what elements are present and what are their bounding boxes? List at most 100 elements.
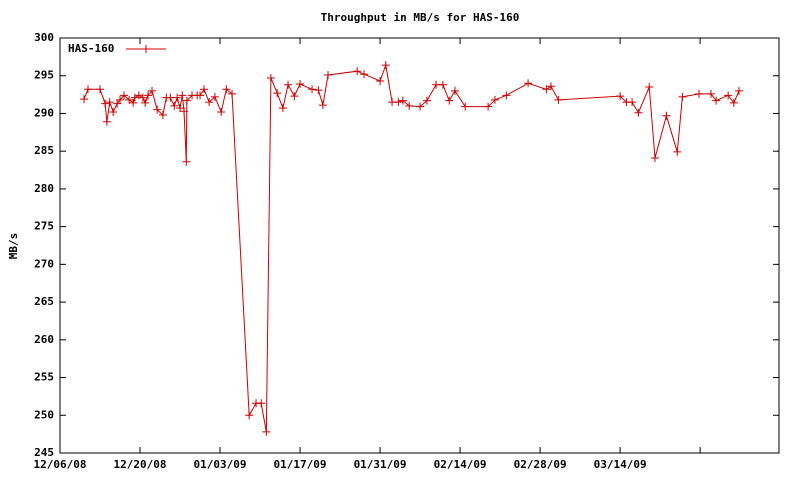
point bbox=[84, 85, 93, 94]
y-tick-label: 265 bbox=[34, 295, 54, 308]
point bbox=[734, 86, 743, 95]
point bbox=[360, 70, 369, 79]
point bbox=[554, 95, 563, 104]
point bbox=[284, 80, 293, 89]
point bbox=[130, 93, 139, 102]
point bbox=[205, 98, 214, 107]
y-tick-label: 290 bbox=[34, 106, 54, 119]
point bbox=[176, 104, 185, 113]
point bbox=[182, 96, 191, 105]
point bbox=[634, 108, 643, 117]
legend-label: HAS-160 bbox=[68, 42, 114, 55]
y-tick-label: 255 bbox=[34, 371, 54, 384]
point bbox=[178, 91, 187, 100]
y-tick-label: 275 bbox=[34, 220, 54, 233]
point bbox=[673, 147, 682, 156]
point bbox=[324, 70, 333, 79]
point bbox=[173, 93, 182, 102]
point bbox=[546, 82, 555, 91]
point bbox=[266, 73, 275, 82]
x-tick-label: 01/31/09 bbox=[354, 458, 407, 471]
point bbox=[210, 92, 219, 101]
y-tick-label: 295 bbox=[34, 69, 54, 82]
point bbox=[308, 85, 317, 94]
point bbox=[376, 77, 385, 86]
x-tick-label: 12/20/08 bbox=[114, 458, 167, 471]
point bbox=[116, 95, 125, 104]
x-tick-label: 01/17/09 bbox=[274, 458, 327, 471]
point bbox=[102, 117, 111, 126]
x-tick-label: 02/14/09 bbox=[434, 458, 487, 471]
point bbox=[222, 85, 231, 94]
point bbox=[645, 83, 654, 92]
point bbox=[296, 80, 305, 89]
point bbox=[445, 96, 454, 105]
point bbox=[105, 98, 114, 107]
point bbox=[101, 99, 110, 108]
point bbox=[170, 101, 179, 110]
point bbox=[148, 86, 157, 95]
point bbox=[724, 91, 733, 100]
point bbox=[245, 411, 254, 420]
point bbox=[109, 107, 118, 116]
y-tick-label: 245 bbox=[34, 446, 54, 459]
point bbox=[712, 96, 721, 105]
plot-frame bbox=[59, 37, 780, 454]
point bbox=[318, 101, 327, 110]
point bbox=[120, 91, 129, 100]
point bbox=[200, 85, 209, 94]
x-tick-label: 02/28/09 bbox=[514, 458, 567, 471]
point bbox=[273, 89, 282, 98]
point bbox=[217, 107, 226, 116]
y-tick-label: 260 bbox=[34, 333, 54, 346]
point bbox=[694, 89, 703, 98]
point bbox=[405, 101, 414, 110]
point bbox=[461, 102, 470, 111]
point bbox=[650, 153, 659, 162]
y-axis-label: MB/s bbox=[7, 233, 20, 260]
point bbox=[158, 110, 167, 119]
point bbox=[141, 98, 150, 107]
point bbox=[125, 95, 134, 104]
point bbox=[381, 61, 390, 70]
point bbox=[353, 67, 362, 76]
y-tick-label: 285 bbox=[34, 144, 54, 157]
point bbox=[398, 96, 407, 105]
point bbox=[138, 93, 147, 102]
point bbox=[432, 80, 441, 89]
y-tick-label: 250 bbox=[34, 408, 54, 421]
point bbox=[180, 107, 189, 116]
y-tick-label: 280 bbox=[34, 182, 54, 195]
point bbox=[262, 427, 271, 436]
point bbox=[134, 91, 143, 100]
point bbox=[80, 95, 89, 104]
chart-title: Throughput in MB/s for HAS-160 bbox=[321, 11, 520, 24]
y-tick-label: 270 bbox=[34, 257, 54, 270]
point bbox=[678, 92, 687, 101]
point bbox=[278, 104, 287, 113]
point bbox=[524, 79, 533, 88]
point bbox=[542, 85, 551, 94]
point bbox=[706, 89, 715, 98]
series-line bbox=[83, 63, 740, 432]
x-tick-label: 03/14/09 bbox=[594, 458, 647, 471]
point bbox=[257, 399, 266, 408]
point bbox=[96, 85, 105, 94]
point bbox=[416, 102, 425, 111]
legend-marker bbox=[142, 45, 150, 53]
y-tick-label: 300 bbox=[34, 31, 54, 44]
point bbox=[422, 96, 431, 105]
point bbox=[182, 157, 191, 166]
point bbox=[484, 102, 493, 111]
point bbox=[628, 98, 637, 107]
point bbox=[438, 80, 447, 89]
point bbox=[394, 98, 403, 107]
point bbox=[290, 92, 299, 101]
point bbox=[166, 93, 175, 102]
point bbox=[228, 89, 237, 98]
point bbox=[153, 105, 162, 114]
point bbox=[314, 86, 323, 95]
point bbox=[196, 91, 205, 100]
